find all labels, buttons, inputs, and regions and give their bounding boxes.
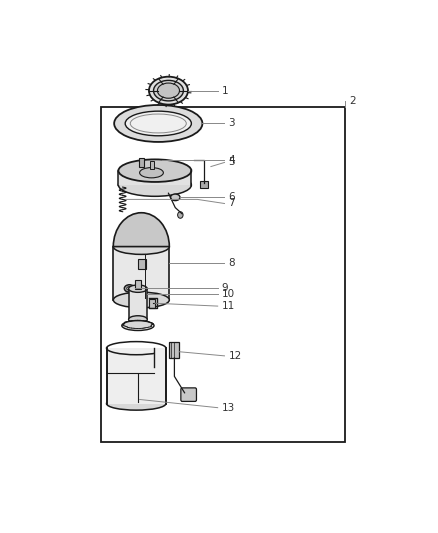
Ellipse shape <box>154 80 184 101</box>
Bar <box>106 348 166 403</box>
Bar <box>200 181 208 188</box>
Ellipse shape <box>113 239 170 254</box>
Bar <box>138 259 146 269</box>
Bar <box>170 342 180 358</box>
Ellipse shape <box>125 111 191 136</box>
Ellipse shape <box>140 167 163 178</box>
Ellipse shape <box>122 321 154 330</box>
Text: 9: 9 <box>222 284 228 294</box>
Wedge shape <box>113 213 170 247</box>
Circle shape <box>178 212 183 219</box>
Ellipse shape <box>118 159 191 182</box>
Text: 13: 13 <box>222 402 235 413</box>
Bar <box>129 289 147 319</box>
Bar <box>135 280 141 289</box>
Ellipse shape <box>127 287 132 290</box>
Text: 10: 10 <box>222 289 235 299</box>
Ellipse shape <box>113 292 170 308</box>
Text: 11: 11 <box>222 301 235 311</box>
Text: 12: 12 <box>229 351 242 361</box>
Text: 7: 7 <box>229 198 235 208</box>
Ellipse shape <box>129 316 147 323</box>
Ellipse shape <box>124 285 134 292</box>
Ellipse shape <box>170 194 180 200</box>
Bar <box>149 299 155 308</box>
Bar <box>118 171 191 185</box>
Ellipse shape <box>114 105 202 142</box>
Text: 2: 2 <box>349 96 356 106</box>
Ellipse shape <box>106 397 166 410</box>
Bar <box>101 107 345 441</box>
Text: 1: 1 <box>222 86 228 95</box>
Bar <box>150 161 154 168</box>
Ellipse shape <box>157 83 180 98</box>
Text: 8: 8 <box>229 258 235 268</box>
Bar <box>154 348 167 367</box>
Ellipse shape <box>149 77 188 104</box>
Bar <box>113 247 170 300</box>
Ellipse shape <box>118 174 191 196</box>
Text: 3: 3 <box>229 118 235 128</box>
Text: 5: 5 <box>229 157 235 167</box>
Ellipse shape <box>129 285 147 293</box>
Bar <box>138 158 144 166</box>
Text: 6: 6 <box>229 192 235 203</box>
FancyBboxPatch shape <box>181 388 197 401</box>
Ellipse shape <box>130 114 186 133</box>
Text: 4: 4 <box>229 156 235 165</box>
